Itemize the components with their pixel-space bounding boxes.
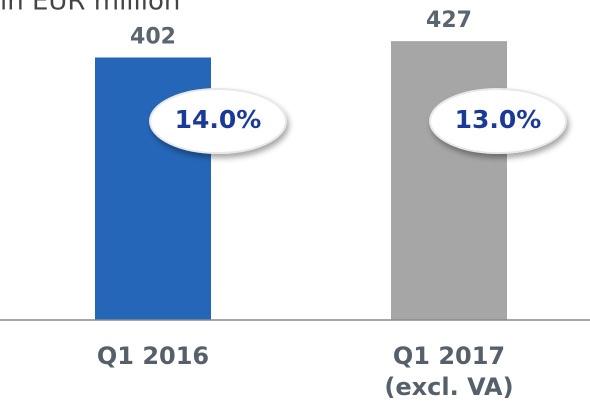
badge-label: 14.0%	[175, 105, 262, 134]
chart-title: in EUR million	[0, 0, 180, 17]
x-tick-label: Q1 2016	[96, 342, 210, 370]
badge	[429, 88, 567, 154]
badge-label: 13.0%	[455, 105, 542, 134]
bar	[391, 41, 507, 321]
x-tick-label: Q1 2017 (excl. VA)	[384, 342, 514, 401]
value-label: 427	[426, 8, 472, 33]
value-label: 402	[130, 24, 176, 49]
badge	[149, 88, 287, 154]
